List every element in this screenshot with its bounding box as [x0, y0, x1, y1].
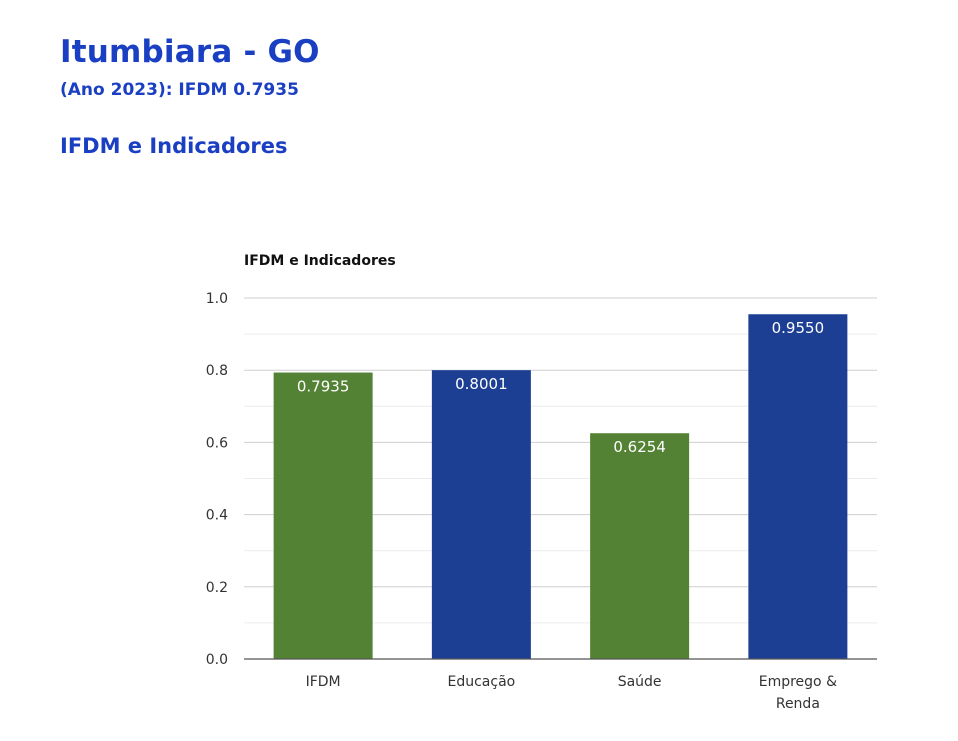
bar [590, 433, 690, 659]
bar [431, 370, 531, 659]
bar [748, 314, 848, 659]
page-subtitle: (Ano 2023): IFDM 0.7935 [60, 80, 299, 100]
chart-title: IFDM e Indicadores [244, 253, 396, 269]
bar-value-label: 0.7935 [297, 378, 350, 396]
y-tick-label: 0.6 [206, 435, 228, 451]
section-title: IFDM e Indicadores [60, 134, 288, 158]
bar-value-label: 0.6254 [613, 438, 666, 456]
bars: 0.7935 0.8001 0.6254 0.9550 [273, 314, 848, 659]
y-tick-label: 1.0 [206, 291, 228, 307]
y-tick-label: 0.8 [206, 363, 228, 379]
x-category-label: Saúde [618, 674, 662, 690]
x-category-label: Renda [776, 696, 820, 712]
page-title: Itumbiara - GO [60, 34, 320, 70]
x-category-label: Emprego & [759, 674, 837, 690]
bar-value-label: 0.9550 [772, 319, 825, 337]
x-category-label: Educação [448, 674, 516, 690]
y-tick-label: 0.2 [206, 580, 228, 596]
axes: 0.0 0.2 0.4 0.6 0.8 1.0 IFDM Educação Saúde Empre… [206, 291, 877, 712]
x-category-label: IFDM [306, 674, 341, 690]
bar [273, 372, 373, 659]
y-tick-label: 0.4 [206, 508, 228, 524]
y-tick-label: 0.0 [206, 652, 228, 668]
bar-value-label: 0.8001 [455, 375, 508, 393]
